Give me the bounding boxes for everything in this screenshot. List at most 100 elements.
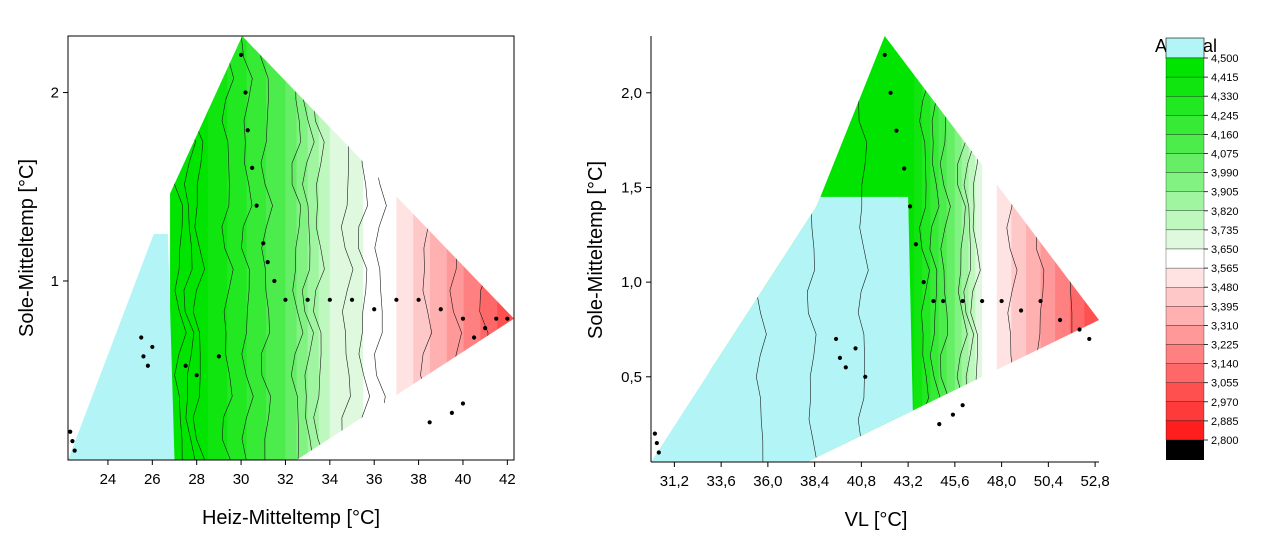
scale-swatch [1165, 191, 1205, 211]
left-x-axis-label: Heiz-Mitteltemp [°C] [202, 507, 380, 529]
x-tick-label: 28 [188, 471, 205, 488]
measured-point [460, 401, 466, 406]
y-tick-label: 1 [51, 273, 59, 290]
measured-point [505, 316, 510, 321]
measured-point [70, 439, 75, 444]
measured-point [483, 325, 488, 331]
scale-label: 2,970 [1211, 397, 1239, 409]
scale-label: 3,225 [1211, 340, 1239, 352]
measured-point [1057, 317, 1063, 323]
measured-point [449, 410, 454, 415]
scale-label: 3,480 [1211, 282, 1239, 294]
scale-swatch [1165, 172, 1205, 192]
scale-label: 4,415 [1211, 72, 1239, 84]
measured-point [1018, 308, 1024, 313]
contour-band [246, 36, 267, 460]
measured-point [999, 298, 1004, 304]
contour-band [961, 36, 969, 462]
contour-line [857, 36, 869, 462]
contour-line [929, 36, 941, 462]
measured-point [438, 307, 443, 312]
x-tick-label: 40,8 [847, 473, 876, 490]
scale-swatch [1165, 96, 1205, 116]
cyan-region [68, 233, 175, 460]
x-tick-label: 26 [144, 471, 161, 488]
measured-point [960, 403, 965, 408]
measured-point [833, 336, 839, 342]
scale-label: 3,820 [1211, 206, 1239, 218]
contour-band [266, 36, 286, 460]
scale-swatch [1165, 153, 1205, 173]
contour-band [930, 36, 939, 462]
measured-point [72, 448, 77, 453]
contour-band [207, 36, 228, 460]
color-scale-swatches [1165, 37, 1205, 460]
scale-swatch [1165, 134, 1205, 154]
scale-label: 3,140 [1211, 359, 1239, 371]
scale-swatch [1165, 229, 1205, 250]
x-tick-label: 31,2 [660, 473, 689, 490]
x-tick-label: 52,8 [1081, 473, 1110, 490]
scale-swatch [1165, 325, 1205, 345]
measured-point [327, 297, 332, 302]
measured-point [305, 297, 310, 302]
measured-point [145, 363, 150, 368]
left-y-ticks: 12 [51, 85, 68, 290]
measured-point [960, 298, 965, 304]
color-scale-legend: AZ total 4,5004,4154,3304,2454,1604,0753… [1155, 36, 1239, 460]
measured-point [882, 52, 887, 58]
measured-point [183, 363, 188, 368]
measured-point [907, 204, 913, 209]
measured-point [250, 165, 255, 171]
scale-swatch [1165, 267, 1205, 288]
measured-point [460, 316, 466, 321]
measured-point [494, 316, 499, 321]
measured-point [888, 90, 893, 95]
measured-point [471, 335, 477, 340]
x-tick-label: 32 [277, 471, 294, 488]
y-tick-label: 2,0 [621, 85, 642, 102]
contour-band [913, 36, 923, 462]
measured-point [853, 346, 858, 351]
measured-point [1087, 336, 1092, 342]
scale-swatch [1165, 382, 1205, 402]
measured-point [254, 203, 259, 208]
left-plot-frame [67, 35, 515, 461]
measured-point [194, 373, 199, 378]
contour-line [260, 36, 273, 460]
measured-point [141, 354, 146, 359]
left-y-axis-label: Sole-Mitteltemp [°C] [16, 159, 38, 337]
contour-band [946, 36, 956, 462]
scale-label: 3,650 [1211, 244, 1239, 256]
contour-line [919, 36, 931, 462]
x-tick-label: 50,4 [1034, 473, 1063, 490]
contour-band [318, 36, 331, 460]
scale-swatch [1165, 248, 1205, 269]
measured-point [950, 412, 956, 417]
contour-line [241, 36, 254, 460]
contour-band [975, 36, 983, 462]
x-tick-label: 38,4 [800, 473, 829, 490]
x-tick-label: 33,6 [707, 473, 736, 490]
scale-swatch [1165, 287, 1205, 307]
scale-label: 3,735 [1211, 225, 1239, 237]
x-tick-label: 30 [233, 471, 250, 488]
measured-point [913, 242, 919, 247]
scale-label: 3,905 [1211, 187, 1239, 199]
contour-band [296, 36, 309, 460]
measured-point [427, 420, 432, 425]
scale-swatch [1165, 344, 1205, 364]
measured-point [931, 298, 936, 304]
measured-point [349, 297, 355, 302]
measured-point [265, 260, 270, 265]
measured-point [894, 128, 899, 133]
x-tick-label: 24 [100, 471, 117, 488]
scale-swatch [1165, 210, 1205, 231]
x-tick-label: 36,0 [753, 473, 782, 490]
scale-label: 3,565 [1211, 263, 1239, 275]
contour-band [968, 36, 976, 462]
measured-point [416, 297, 421, 302]
measured-point [1077, 327, 1082, 332]
